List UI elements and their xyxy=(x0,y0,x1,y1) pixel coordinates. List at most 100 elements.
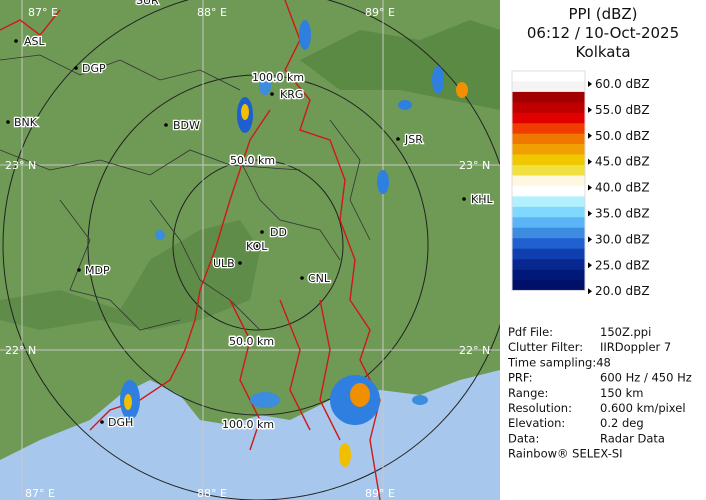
graticule xyxy=(0,0,500,500)
echo xyxy=(432,66,444,94)
echo xyxy=(299,20,311,50)
echo xyxy=(155,230,165,240)
scale-band xyxy=(512,280,585,291)
scale-tick xyxy=(588,236,592,243)
graticule-label: 22° N xyxy=(459,344,490,357)
scale-band xyxy=(512,102,585,114)
city-marker xyxy=(14,39,18,43)
map-labels: 87° E 88° E 89° E 23° N 23° N 22° N 22° N 87° E… xyxy=(5,0,495,500)
scale-tick xyxy=(588,158,592,165)
city-marker xyxy=(270,92,274,96)
scale-label: 50.0 dBZ xyxy=(595,129,650,143)
info-value: 0.2 deg xyxy=(600,416,644,430)
info-value: Radar Data xyxy=(600,431,665,445)
range-ring xyxy=(172,159,344,331)
city-label: DD xyxy=(270,226,287,239)
city-label: MDP xyxy=(85,264,110,277)
city-marker xyxy=(100,420,104,424)
city-label: KRG xyxy=(280,88,303,101)
city-marker xyxy=(6,120,10,124)
district-borders xyxy=(0,54,371,331)
scale-label: 35.0 dBZ xyxy=(595,207,650,221)
site-name: Kolkata xyxy=(575,43,630,61)
scale-label: 45.0 dBZ xyxy=(595,155,650,169)
scale-tick xyxy=(588,262,592,269)
timestamp: 06:12 / 10-Oct-2025 xyxy=(527,24,679,42)
scale-band xyxy=(512,206,585,218)
scale-band xyxy=(512,154,585,166)
scale-band xyxy=(512,217,585,229)
graticule-label: 88° E xyxy=(197,487,227,500)
range-label: 100.0 km xyxy=(252,71,304,84)
info-key: PRF: xyxy=(508,371,533,385)
scale-label: 20.0 dBZ xyxy=(595,284,650,298)
city-label: BNK xyxy=(14,116,38,129)
side-panel: PPI (dBZ) 06:12 / 10-Oct-2025 Kolkata 60… xyxy=(500,0,706,500)
scale-band xyxy=(512,133,585,145)
scale-band xyxy=(512,269,585,281)
terrain xyxy=(300,20,500,110)
scale-band xyxy=(512,196,585,208)
info-key: Elevation: xyxy=(508,416,565,430)
echo xyxy=(350,383,370,407)
graticule-label: 87° E xyxy=(25,487,55,500)
city-label: BDW xyxy=(173,119,200,132)
city-marker xyxy=(300,276,304,280)
city-label: DGH xyxy=(108,416,133,429)
scale-band xyxy=(512,123,585,134)
scale-tick xyxy=(588,184,592,191)
echo xyxy=(124,394,132,410)
scale-band xyxy=(512,259,585,270)
scale-band xyxy=(512,248,585,260)
city-label: DGP xyxy=(82,62,106,75)
product-title: PPI (dBZ) xyxy=(568,5,637,23)
city-marker xyxy=(74,66,78,70)
info-key: Clutter Filter: xyxy=(508,340,583,354)
echo xyxy=(339,443,351,467)
echo xyxy=(250,392,280,408)
graticule-label: 89° E xyxy=(365,487,395,500)
echo xyxy=(259,75,271,95)
scale-label: 40.0 dBZ xyxy=(595,181,650,195)
scale-tick xyxy=(588,210,592,217)
graticule-label: 87° E xyxy=(28,6,58,19)
city-label: ULB xyxy=(213,257,235,270)
scale-label: 60.0 dBZ xyxy=(595,77,650,91)
city-marker xyxy=(396,137,400,141)
city-label: SUR xyxy=(136,0,159,7)
graticule-label: 23° N xyxy=(459,159,490,172)
map xyxy=(0,0,500,500)
radar-echoes xyxy=(120,20,468,467)
info-value: IIRDoppler 7 xyxy=(600,340,671,354)
echo xyxy=(377,170,389,194)
graticule-label: 22° N xyxy=(5,344,36,357)
info-value: 150 km xyxy=(600,386,643,400)
echo xyxy=(398,100,412,110)
scale-band xyxy=(512,144,585,155)
scale-tick xyxy=(588,288,592,295)
info-key: Pdf File: xyxy=(508,325,553,339)
city-marker xyxy=(260,230,264,234)
info-value: 150Z.ppi xyxy=(600,325,651,339)
scale-band xyxy=(512,71,585,82)
echo xyxy=(456,82,468,98)
scale-frame xyxy=(511,70,586,291)
scale-label: 55.0 dBZ xyxy=(595,103,650,117)
echo xyxy=(412,395,428,405)
range-label: 50.0 km xyxy=(230,154,275,167)
city-marker xyxy=(238,261,242,265)
info-value: 0.600 km/pixel xyxy=(600,401,686,415)
info-key: Resolution: xyxy=(508,401,572,415)
echo xyxy=(241,104,249,120)
range-label: 100.0 km xyxy=(222,418,274,431)
scale-tick xyxy=(588,81,592,87)
city-label: CNL xyxy=(308,272,331,285)
scale-band xyxy=(512,227,585,239)
info-key: Data: xyxy=(508,431,539,445)
graticule-label: 88° E xyxy=(197,6,227,19)
city-label: KHL xyxy=(471,193,493,206)
city-marker xyxy=(462,197,466,201)
range-ring xyxy=(2,0,500,500)
graticule-label: 89° E xyxy=(365,6,395,19)
